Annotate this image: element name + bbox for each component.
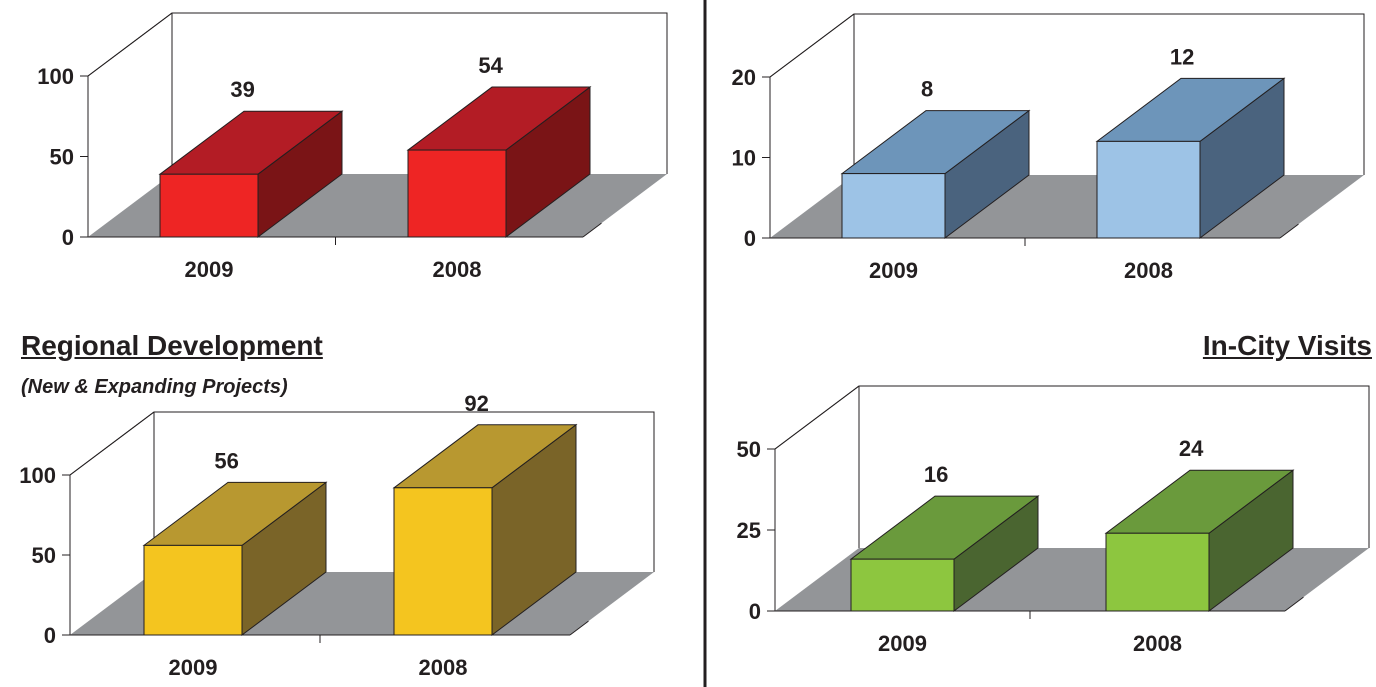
y-tick-label: 0 <box>62 225 74 250</box>
data-label: 8 <box>921 77 933 102</box>
y-tick-label: 0 <box>44 623 56 648</box>
bar-2008 <box>406 86 592 238</box>
x-tick-label: 2009 <box>878 631 927 656</box>
chart-title-regional-development: Regional Development <box>21 330 323 361</box>
x-tick-label: 2009 <box>169 655 218 680</box>
y-tick-label: 50 <box>50 145 74 170</box>
x-axis-end-tick <box>582 222 602 238</box>
data-label: 54 <box>478 53 503 78</box>
y-tick-label: 25 <box>737 518 761 543</box>
x-tick-label: 2008 <box>419 655 468 680</box>
data-label: 12 <box>1170 44 1194 69</box>
bar-2009 <box>849 495 1040 612</box>
y-tick-label: 100 <box>19 463 56 488</box>
bar-front <box>143 544 243 636</box>
x-tick-label: 2008 <box>433 257 482 282</box>
bar-2009 <box>840 109 1031 239</box>
y-axis-top-edge <box>87 12 173 77</box>
bar-front <box>841 173 946 239</box>
bar-front <box>159 173 259 238</box>
y-axis-top-edge <box>769 13 855 78</box>
data-label: 24 <box>1179 436 1204 461</box>
y-tick-label: 50 <box>737 437 761 462</box>
y-tick-label: 20 <box>732 65 756 90</box>
bar-2009 <box>142 481 328 636</box>
bar-2009 <box>158 110 344 238</box>
chart-2: 0 10 20 2009 8 2008 12 <box>732 13 1365 283</box>
chart-1: 0 50 100 2009 39 2008 54 <box>37 12 668 282</box>
x-tick-label: 2009 <box>185 257 234 282</box>
y-tick-label: 50 <box>32 543 56 568</box>
x-tick-label: 2008 <box>1124 258 1173 283</box>
x-tick-label: 2009 <box>869 258 918 283</box>
x-axis-end-tick <box>569 620 589 636</box>
bar-front <box>393 487 493 636</box>
x-tick-label: 2008 <box>1133 631 1182 656</box>
data-label: 16 <box>924 462 948 487</box>
y-tick-label: 10 <box>732 146 756 171</box>
bar-2008 <box>1104 469 1295 612</box>
bar-2008 <box>392 423 578 636</box>
chart-3: 0 50 100 2009 56 2008 92 <box>19 391 655 680</box>
x-axis-end-tick <box>1279 223 1299 239</box>
y-axis-top-edge <box>69 411 155 476</box>
data-label: 92 <box>464 391 488 416</box>
bar-front <box>407 149 507 238</box>
bar-2008 <box>1095 77 1286 239</box>
bar-front <box>1105 532 1210 612</box>
y-axis-top-edge <box>774 385 860 450</box>
data-label: 56 <box>214 448 238 473</box>
chart-subtitle-regional-development: (New & Expanding Projects) <box>21 376 288 398</box>
y-tick-label: 0 <box>744 226 756 251</box>
y-tick-label: 0 <box>749 599 761 624</box>
chart-title-in-city-visits: In-City Visits <box>1202 330 1372 361</box>
bar-front <box>1096 140 1201 239</box>
y-tick-label: 100 <box>37 64 74 89</box>
x-axis-end-tick <box>1284 596 1304 612</box>
data-label: 39 <box>230 77 254 102</box>
bar-front <box>850 558 955 612</box>
chart-4: 0 25 50 2009 16 2008 24 <box>737 385 1370 656</box>
